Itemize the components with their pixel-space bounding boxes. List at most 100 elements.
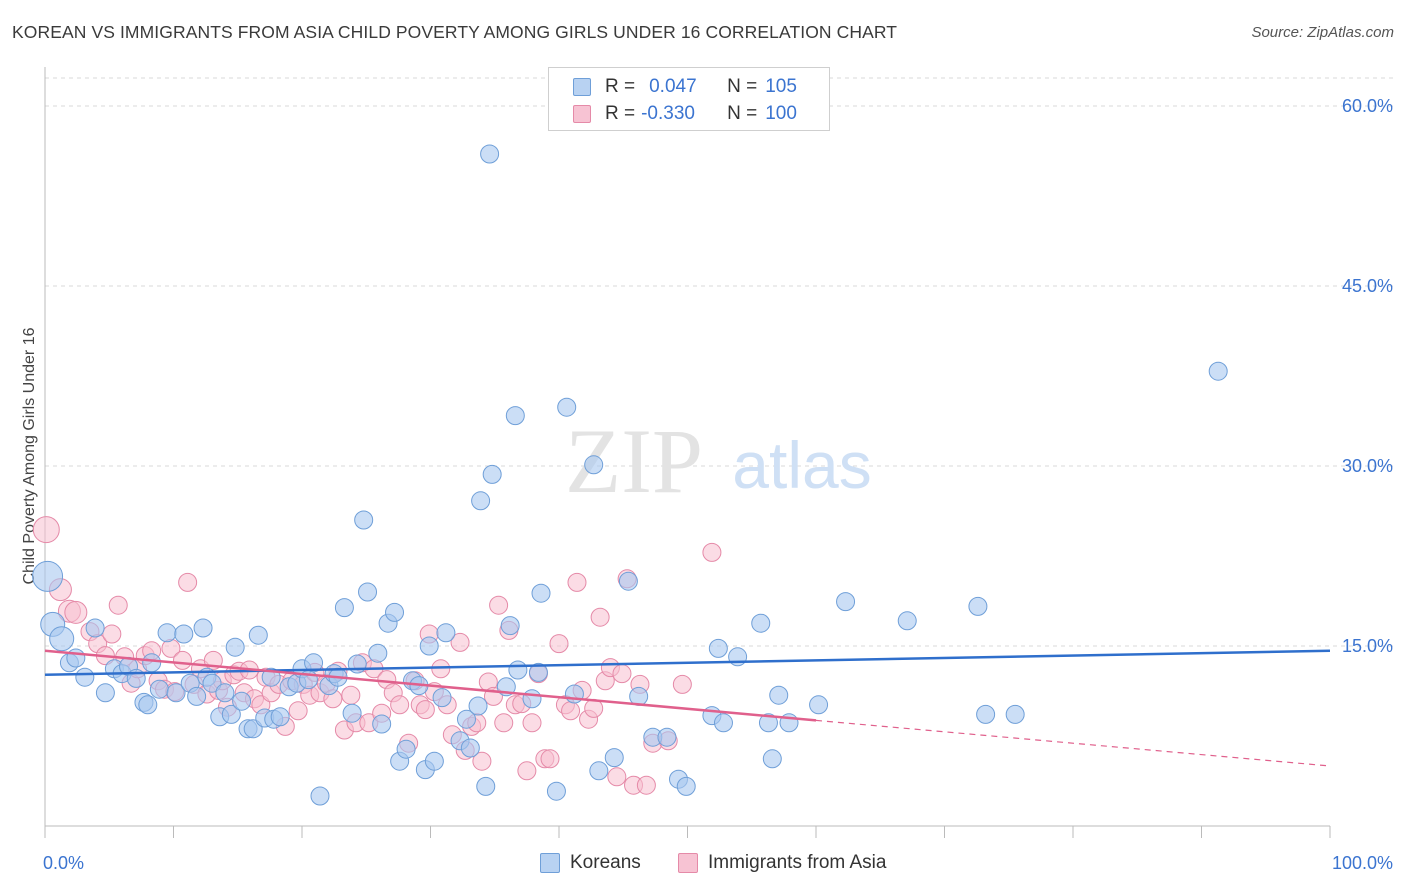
korean-point xyxy=(358,582,378,602)
asia-point xyxy=(489,595,509,615)
asia-point xyxy=(561,701,581,721)
legend-row-koreans: R = 0.047 N = 105 xyxy=(573,76,797,98)
korean-point xyxy=(762,749,782,769)
axes xyxy=(44,67,1331,838)
korean-point xyxy=(468,696,488,716)
korean-point xyxy=(215,683,235,703)
korean-point xyxy=(174,624,194,644)
korean-point xyxy=(460,738,480,758)
asia-swatch xyxy=(678,853,698,873)
series-legend: Koreans Immigrants from Asia xyxy=(0,852,1406,876)
korean-point xyxy=(248,625,268,645)
asia-point xyxy=(540,749,560,769)
correlation-legend: R = 0.047 N = 105 R = -0.330 N = 100 xyxy=(548,67,830,131)
legend-item-koreans[interactable]: Koreans xyxy=(540,852,641,874)
grid-lines xyxy=(45,77,1395,647)
korean-point xyxy=(476,776,496,796)
asia-point xyxy=(607,767,627,787)
asia-point xyxy=(549,634,569,654)
y-tick-label: 15.0% xyxy=(1342,636,1393,656)
korean-point xyxy=(528,662,548,682)
asia-point xyxy=(636,775,656,795)
asia-point xyxy=(64,600,88,624)
korean-point xyxy=(368,643,388,663)
korean-point xyxy=(508,660,528,680)
legend-r-value: -0.330 xyxy=(641,103,695,124)
asia-point xyxy=(522,713,542,733)
korean-point xyxy=(505,406,525,426)
korean-point xyxy=(500,616,520,636)
koreans-label: Koreans xyxy=(570,852,641,873)
korean-point xyxy=(657,727,677,747)
korean-point xyxy=(187,686,207,706)
asia-label: Immigrants from Asia xyxy=(708,852,887,873)
korean-point xyxy=(480,144,500,164)
chart-title: KOREAN VS IMMIGRANTS FROM ASIA CHILD POV… xyxy=(12,22,898,42)
asia-point xyxy=(431,659,451,679)
korean-point xyxy=(471,491,491,511)
korean-point xyxy=(149,679,169,699)
korean-point xyxy=(142,653,162,673)
korean-point xyxy=(424,751,444,771)
asia-point xyxy=(450,632,470,652)
asia-point xyxy=(494,713,514,733)
korean-point xyxy=(482,464,502,484)
asia-point xyxy=(612,664,632,684)
korean-point xyxy=(436,623,456,643)
asia-point xyxy=(415,700,435,720)
asia-point xyxy=(702,542,722,562)
asia-point xyxy=(108,595,128,615)
asia-point xyxy=(517,761,537,781)
korean-point xyxy=(75,667,95,687)
korean-point xyxy=(1208,361,1228,381)
koreans-swatch xyxy=(540,853,560,873)
korean-point xyxy=(522,689,542,709)
korean-point xyxy=(85,618,105,638)
korean-point xyxy=(589,761,609,781)
asia-point xyxy=(567,572,587,592)
korean-point xyxy=(385,602,405,622)
legend-n-label: N = xyxy=(727,103,758,124)
legend-r-label: R = xyxy=(605,76,636,97)
asia-point xyxy=(102,624,122,644)
y-tick-label: 30.0% xyxy=(1342,456,1393,476)
korean-point xyxy=(66,648,86,668)
korean-point xyxy=(157,623,177,643)
asia-point xyxy=(472,751,492,771)
korean-point xyxy=(531,583,551,603)
korean-point xyxy=(809,695,829,715)
asia-point xyxy=(178,572,198,592)
korean-point xyxy=(95,683,115,703)
asia-point xyxy=(341,685,361,705)
legend-item-asia[interactable]: Immigrants from Asia xyxy=(678,852,886,874)
korean-point xyxy=(546,781,566,801)
asia-point xyxy=(172,650,192,670)
korean-point xyxy=(769,685,789,705)
legend-swatch-asia xyxy=(573,105,591,123)
korean-point xyxy=(270,707,290,727)
asia-point xyxy=(590,607,610,627)
korean-point xyxy=(193,618,213,638)
korean-point xyxy=(232,691,252,711)
korean-point xyxy=(618,571,638,591)
legend-r-label: R = xyxy=(605,103,636,124)
korean-point xyxy=(751,613,771,633)
korean-point xyxy=(713,713,733,733)
korean-point xyxy=(708,638,728,658)
korean-point xyxy=(968,596,988,616)
korean-point xyxy=(604,748,624,768)
source-credit: Source: ZipAtlas.com xyxy=(1251,24,1394,41)
asia-point xyxy=(390,695,410,715)
korean-point xyxy=(334,598,354,618)
korean-point xyxy=(202,673,222,693)
korean-point xyxy=(432,688,452,708)
trend-lines xyxy=(44,649,1331,767)
korean-point xyxy=(836,592,856,612)
korean-point xyxy=(310,786,330,806)
asia-point xyxy=(32,516,60,544)
legend-n-label: N = xyxy=(727,76,758,97)
zipatlas-watermark: ZIP atlas xyxy=(565,410,872,512)
korean-point xyxy=(221,704,241,724)
asia-trend-line xyxy=(44,649,817,722)
